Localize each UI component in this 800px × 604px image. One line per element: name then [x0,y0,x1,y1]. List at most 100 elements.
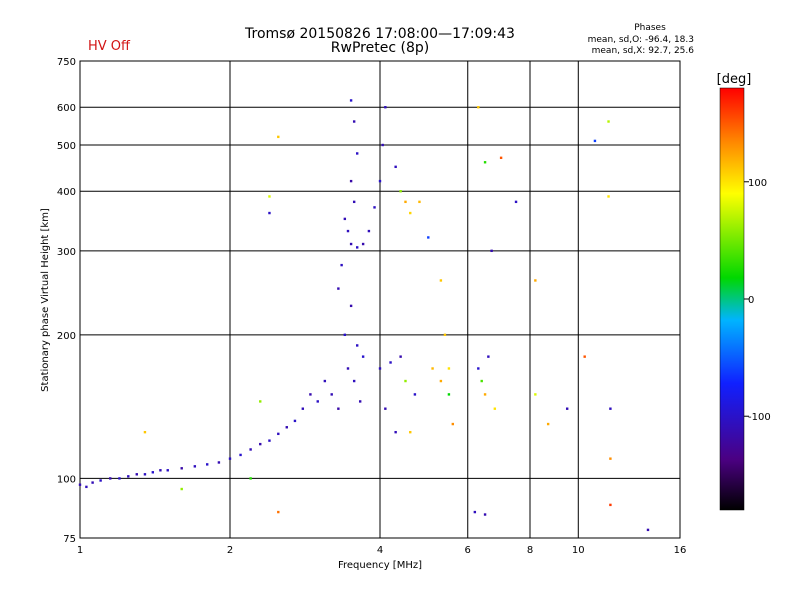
data-point [413,393,417,396]
data-point [301,407,305,410]
data-point [143,473,147,476]
data-point [228,457,232,460]
data-point [346,229,350,233]
data-point [487,355,490,358]
data-point [483,393,487,396]
data-point [323,379,327,383]
stats-title: Phases [634,23,666,33]
data-point [109,477,112,480]
data-point [352,200,356,204]
data-point [477,367,480,370]
data-point [99,479,102,482]
data-point [355,152,359,155]
y-tick-label: 300 [57,247,76,258]
data-point [259,400,262,403]
data-point [490,249,493,253]
data-point [355,344,359,347]
data-point [609,457,612,460]
data-point [477,106,480,109]
y-tick-label: 750 [57,57,76,68]
stats-line2: mean, sd,X: 92.7, 25.6 [592,46,695,56]
data-point [337,407,340,410]
data-points [78,99,650,532]
grid-lines [80,61,680,538]
data-point [78,483,82,486]
data-point [373,206,376,209]
data-point [593,139,597,143]
data-point [358,400,362,403]
data-point [346,367,350,370]
x-tick-label: 16 [674,545,687,556]
chart-title-line2: RwPretec (8p) [331,40,429,56]
chart-title-line1: Tromsø 20150826 17:08:00—17:09:43 [244,26,515,42]
data-point [309,393,312,396]
y-tick-labels: 75 100 200 300 400 500 600 750 [57,57,76,545]
data-point [394,165,397,169]
data-point [609,407,612,410]
data-point [427,236,430,239]
data-point [439,279,443,282]
data-point [447,393,451,396]
x-tick-label: 8 [527,545,533,556]
data-point [249,448,252,451]
x-tick-labels: 1 2 4 6 8 10 16 [77,545,687,556]
data-point [418,200,421,204]
data-point [404,379,407,383]
data-point [239,453,242,457]
data-point [384,106,387,109]
colorbar-tick-label: 0 [748,295,754,306]
data-point [249,477,252,480]
data-point [118,477,121,480]
data-point [480,379,483,383]
data-point [349,99,353,102]
data-point [180,467,183,470]
y-tick-label: 400 [57,187,76,198]
data-point [127,475,130,478]
x-tick-label: 6 [465,545,471,556]
data-point [443,333,447,337]
data-point [361,242,365,246]
data-point [193,465,197,468]
y-tick-label: 100 [57,474,76,485]
data-point [340,263,343,267]
data-point [514,200,518,204]
colorbar-label: [deg] [717,72,752,87]
data-point [91,481,94,484]
data-point [151,471,155,474]
data-point [439,379,443,383]
colorbar-tick-label: -100 [748,412,771,423]
data-point [277,510,280,514]
data-point [534,393,537,396]
colorbar-tick-labels: 100 0 -100 [744,178,771,423]
data-point [367,229,371,233]
x-axis-label: Frequency [MHz] [338,560,422,571]
data-point [447,367,451,370]
data-point [389,361,392,364]
data-point [330,393,333,396]
data-point [343,217,347,221]
data-point [349,179,353,183]
data-point [399,190,402,193]
data-point [349,304,353,308]
data-point [268,195,271,198]
data-point [205,463,209,466]
data-point [546,422,550,426]
data-point [404,200,407,204]
data-point [409,430,412,434]
data-point [352,120,356,123]
data-point [352,379,356,383]
x-tick-label: 4 [377,545,383,556]
y-tick-label: 75 [63,534,76,545]
data-point [268,439,271,442]
y-axis-label: Stationary phase Virtual Height [km] [40,208,51,392]
data-point [378,367,382,370]
data-point [285,426,288,429]
data-point [451,422,455,426]
data-point [143,430,147,434]
data-point [583,355,586,358]
data-point [499,156,503,160]
data-point [394,430,397,434]
data-point [355,246,359,249]
y-tick-label: 600 [57,103,76,114]
